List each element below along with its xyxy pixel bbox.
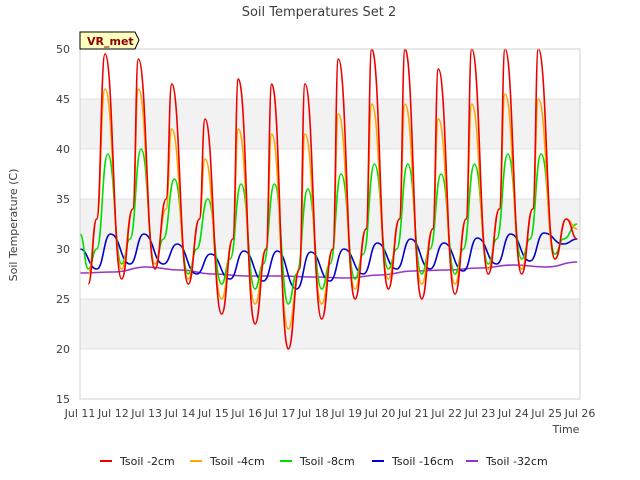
grid-band: [80, 349, 580, 399]
series-line-tsoil-16cm: [79, 232, 578, 290]
legend-label: Tsoil -2cm: [119, 455, 175, 468]
legend-label: Tsoil -16cm: [391, 455, 454, 468]
x-tick-label: Jul 23: [464, 407, 496, 420]
grid-band: [80, 149, 580, 199]
x-tick-label: Jul 24: [497, 407, 529, 420]
y-tick-label: 30: [56, 243, 70, 256]
site-badge-shape: [79, 31, 140, 50]
x-tick-label: Jul 13: [130, 407, 162, 420]
y-tick-label: 15: [56, 393, 70, 406]
x-tick-label: Jul 14: [164, 407, 196, 420]
x-tick-label: Jul 20: [364, 407, 396, 420]
series-line-tsoil-32cm: [79, 261, 578, 279]
legend-item: Tsoil -8cm: [280, 455, 355, 468]
x-tick-label: Jul 11: [64, 407, 96, 420]
y-tick-label: 50: [56, 43, 70, 56]
x-axis-ticks: Jul 11 Jul 12 Jul 13 Jul 14 Jul 15 Jul 16 Jul …: [64, 407, 596, 420]
y-tick-label: 35: [56, 193, 70, 206]
grid-bands: [80, 48, 580, 400]
x-tick-label: Jul 19: [330, 407, 362, 420]
x-tick-label: Jul 16: [230, 407, 262, 420]
series-line-tsoil-2cm: [87, 48, 578, 350]
x-tick-label: Jul 17: [264, 407, 296, 420]
site-badge-label: VR_met: [87, 35, 134, 48]
y-axis-ticks: 15 20 25 30 35 40 45 50: [56, 43, 70, 406]
y-tick-label: 40: [56, 143, 70, 156]
y-tick-label: 45: [56, 93, 70, 106]
x-tick-label: Jul 26: [564, 407, 596, 420]
x-axis-label: Time: [552, 423, 580, 436]
grid-band: [80, 49, 580, 99]
legend-item: Tsoil -2cm: [100, 455, 175, 468]
site-badge: VR_met: [79, 31, 140, 50]
plot-border: [79, 48, 581, 400]
y-axis-label: Soil Temperature (C): [7, 169, 20, 282]
y-tick-label: 20: [56, 343, 70, 356]
plot-frame: [79, 48, 581, 400]
x-tick-label: Jul 12: [97, 407, 129, 420]
grid-band: [80, 99, 580, 149]
legend: Tsoil -2cm Tsoil -4cm Tsoil -8cm Tsoil -16c…: [100, 455, 548, 468]
x-tick-label: Jul 18: [297, 407, 329, 420]
chart-title: Soil Temperatures Set 2: [242, 5, 397, 20]
legend-label: Tsoil -32cm: [485, 455, 548, 468]
x-tick-label: Jul 21: [397, 407, 429, 420]
legend-item: Tsoil -4cm: [190, 455, 265, 468]
x-tick-label: Jul 22: [430, 407, 462, 420]
legend-item: Tsoil -32cm: [466, 455, 548, 468]
grid-band: [80, 299, 580, 349]
y-tick-label: 25: [56, 293, 70, 306]
legend-label: Tsoil -8cm: [299, 455, 355, 468]
legend-item: Tsoil -16cm: [372, 455, 454, 468]
x-tick-label: Jul 25: [530, 407, 562, 420]
legend-label: Tsoil -4cm: [209, 455, 265, 468]
series-layer: [79, 48, 578, 350]
x-tick-label: Jul 15: [197, 407, 229, 420]
